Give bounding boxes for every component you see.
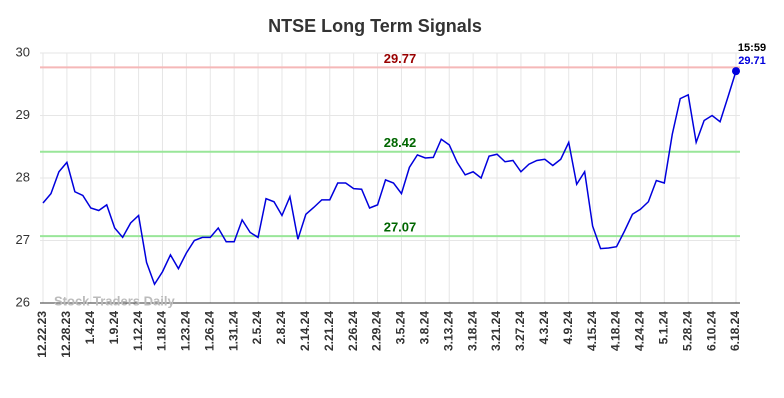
x-tick-label: 3.5.24 xyxy=(394,311,408,345)
signal-label: 29.77 xyxy=(384,51,417,66)
x-tick-label: 5.28.24 xyxy=(680,311,694,351)
x-tick-label: 2.5.24 xyxy=(250,311,264,345)
chart-title: NTSE Long Term Signals xyxy=(268,16,482,36)
x-tick-label: 3.27.24 xyxy=(513,311,527,351)
x-tick-label: 12.22.23 xyxy=(35,311,49,358)
y-tick-label: 27 xyxy=(16,232,30,247)
x-tick-label: 3.13.24 xyxy=(441,311,455,351)
x-tick-label: 1.31.24 xyxy=(226,311,240,351)
x-tick-label: 4.3.24 xyxy=(537,311,551,345)
x-tick-label: 5.1.24 xyxy=(656,311,670,345)
last-value-label: 29.71 xyxy=(738,55,766,67)
x-tick-label: 2.8.24 xyxy=(274,311,288,345)
y-tick-label: 30 xyxy=(16,44,30,59)
x-tick-label: 2.21.24 xyxy=(322,311,336,351)
price-line xyxy=(42,70,737,286)
last-point xyxy=(732,67,740,76)
x-tick-label: 12.28.23 xyxy=(59,311,73,358)
x-tick-label: 6.10.24 xyxy=(704,311,718,351)
x-tick-label: 1.26.24 xyxy=(202,311,216,351)
x-tick-label: 4.9.24 xyxy=(561,311,575,345)
x-tick-label: 1.4.24 xyxy=(83,311,97,345)
y-tick-label: 29 xyxy=(16,107,30,122)
x-tick-label: 1.9.24 xyxy=(107,311,121,345)
x-tick-label: 4.15.24 xyxy=(585,311,599,351)
last-time-label: 15:59 xyxy=(738,42,766,54)
x-tick-label: 6.18.24 xyxy=(728,311,742,351)
watermark: Stock Traders Daily xyxy=(54,293,175,308)
x-tick-label: 3.8.24 xyxy=(418,311,432,345)
x-tick-label: 2.29.24 xyxy=(370,311,384,351)
signal-label: 27.07 xyxy=(384,220,417,235)
x-tick-label: 3.21.24 xyxy=(489,311,503,351)
x-tick-label: 4.18.24 xyxy=(609,311,623,351)
x-tick-label: 3.18.24 xyxy=(465,311,479,351)
x-tick-label: 4.24.24 xyxy=(633,311,647,351)
signal-label: 28.42 xyxy=(384,135,417,150)
x-tick-label: 1.18.24 xyxy=(155,311,169,351)
y-tick-label: 28 xyxy=(16,169,30,184)
y-tick-label: 26 xyxy=(16,294,30,309)
x-tick-label: 1.23.24 xyxy=(179,311,193,351)
x-tick-label: 1.12.24 xyxy=(131,311,145,351)
x-tick-label: 2.14.24 xyxy=(298,311,312,351)
x-tick-label: 2.26.24 xyxy=(346,311,360,351)
